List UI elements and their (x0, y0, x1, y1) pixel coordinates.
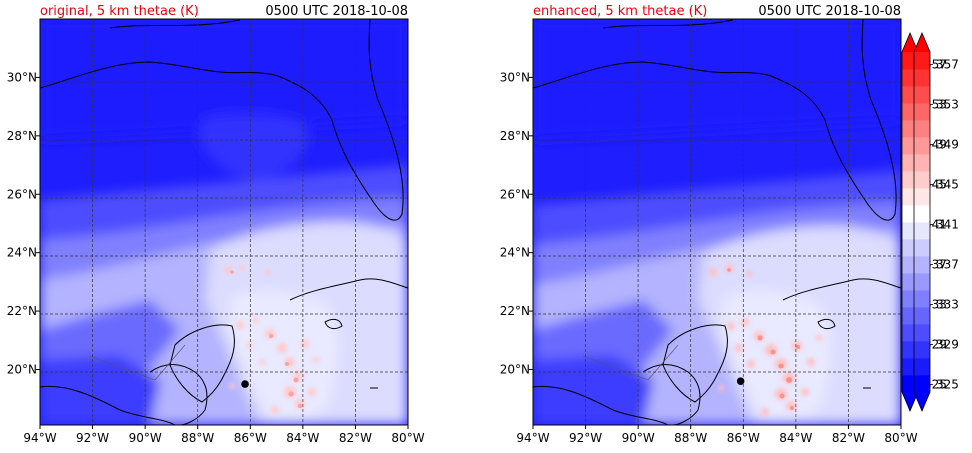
colorbar-level (914, 324, 930, 342)
x-tick-label: 94°W (23, 431, 56, 445)
colorbar-tick-label: 333 (936, 298, 959, 312)
colorbar-level (914, 222, 930, 240)
x-tick-label: 82°W (832, 431, 865, 445)
panel-enhanced: enhanced, 5 km thetae (K) 0500 UTC 2018-… (500, 4, 959, 445)
colorbar-level (914, 52, 930, 70)
y-tick-label: 20°N (500, 363, 530, 377)
panel-title-left: original, 5 km thetae (K) (40, 4, 199, 19)
border-lines (89, 344, 186, 381)
x-tick-label: 84°W (286, 431, 319, 445)
x-tick-label: 90°W (129, 431, 162, 445)
colorbar-level (914, 273, 930, 291)
y-tick-label: 24°N (7, 246, 37, 260)
x-tick-label: 92°W (76, 431, 109, 445)
colorbar-over-arrow (902, 33, 918, 52)
y-tick-label: 30°N (500, 70, 530, 84)
colorbar-outline (913, 31, 931, 413)
colorbar-tick-label: 345 (936, 178, 959, 192)
x-tick-label: 90°W (622, 431, 655, 445)
y-tick-label: 20°N (7, 363, 37, 377)
colorbar-level (914, 137, 930, 155)
thetae-field (533, 19, 901, 425)
colorbar-level (914, 358, 930, 376)
colorbar-tick-label: 357 (936, 58, 959, 72)
colorbar-level (914, 205, 930, 223)
x-tick-label: 88°W (674, 431, 707, 445)
y-tick-label: 26°N (7, 187, 37, 201)
x-tick-label: 84°W (779, 431, 812, 445)
panel-title-right: 0500 UTC 2018-10-08 (758, 4, 901, 19)
colorbar-tick-label: 325 (936, 378, 959, 392)
gridlines (40, 19, 408, 425)
colorbar-tick-label: 337 (936, 258, 959, 272)
x-tick-label: 94°W (516, 431, 549, 445)
thetae-field (40, 19, 408, 425)
colorbar-tick-label: 341 (936, 218, 959, 232)
colorbar-under-arrow (914, 392, 930, 411)
colorbar-level (914, 239, 930, 257)
colorbar-level (914, 341, 930, 359)
x-tick-label: 88°W (181, 431, 214, 445)
colorbar-tick-label: 329 (936, 338, 959, 352)
x-tick-label: 86°W (234, 431, 267, 445)
y-tick-label: 26°N (500, 187, 530, 201)
storm-center-dot (736, 377, 745, 385)
y-tick-label: 30°N (7, 70, 37, 84)
convection-cores (727, 268, 800, 410)
colorbar-level (914, 154, 930, 172)
map-frame (39, 18, 409, 426)
coastlines (40, 19, 408, 425)
y-tick-labels: 20°N 22°N 24°N 26°N 28°N 30°N (500, 70, 533, 377)
x-tick-labels: 94°W 92°W 90°W 88°W 86°W 84°W 82°W 80°W (516, 425, 918, 445)
x-tick-label: 80°W (391, 431, 424, 445)
colorbar-level (914, 290, 930, 308)
colorbar-level (914, 120, 930, 138)
map-frame (532, 18, 902, 426)
colorbar-level (914, 171, 930, 189)
colorbar-under-arrow (902, 392, 918, 411)
y-tick-labels: 20°N 22°N 24°N 26°N 28°N 30°N (7, 70, 40, 377)
border-lines (582, 344, 679, 381)
x-tick-label: 86°W (727, 431, 760, 445)
convection-cores (230, 270, 302, 408)
colorbar-level (914, 103, 930, 121)
x-tick-labels: 94°W 92°W 90°W 88°W 86°W 84°W 82°W 80°W (23, 425, 425, 445)
panel-title-right: 0500 UTC 2018-10-08 (265, 4, 408, 19)
y-tick-label: 28°N (7, 129, 37, 143)
storm-center-dot (241, 380, 249, 388)
x-tick-label: 92°W (569, 431, 602, 445)
coastlines (533, 19, 901, 425)
x-tick-label: 80°W (884, 431, 917, 445)
x-tick-label: 82°W (339, 431, 372, 445)
y-tick-label: 24°N (500, 246, 530, 260)
colorbar-level (914, 86, 930, 104)
colorbar-level (914, 307, 930, 325)
colorbar-level (914, 69, 930, 87)
panel-title-left: enhanced, 5 km thetae (K) (533, 4, 707, 19)
y-tick-label: 22°N (7, 304, 37, 318)
colorbar-tick-label: 349 (936, 138, 959, 152)
colorbar-level (914, 256, 930, 274)
colorbar-over-arrow (914, 33, 930, 52)
panel-original: original, 5 km thetae (K) 0500 UTC 2018-… (7, 4, 947, 445)
colorbar-tick-label: 353 (936, 98, 959, 112)
colorbar: 325 329 333 337 341 345 349 353 357 (913, 31, 959, 413)
y-tick-label: 22°N (500, 304, 530, 318)
colorbar-level (914, 375, 930, 393)
y-tick-label: 28°N (500, 129, 530, 143)
colorbar-level (914, 188, 930, 206)
gridlines (533, 19, 901, 425)
